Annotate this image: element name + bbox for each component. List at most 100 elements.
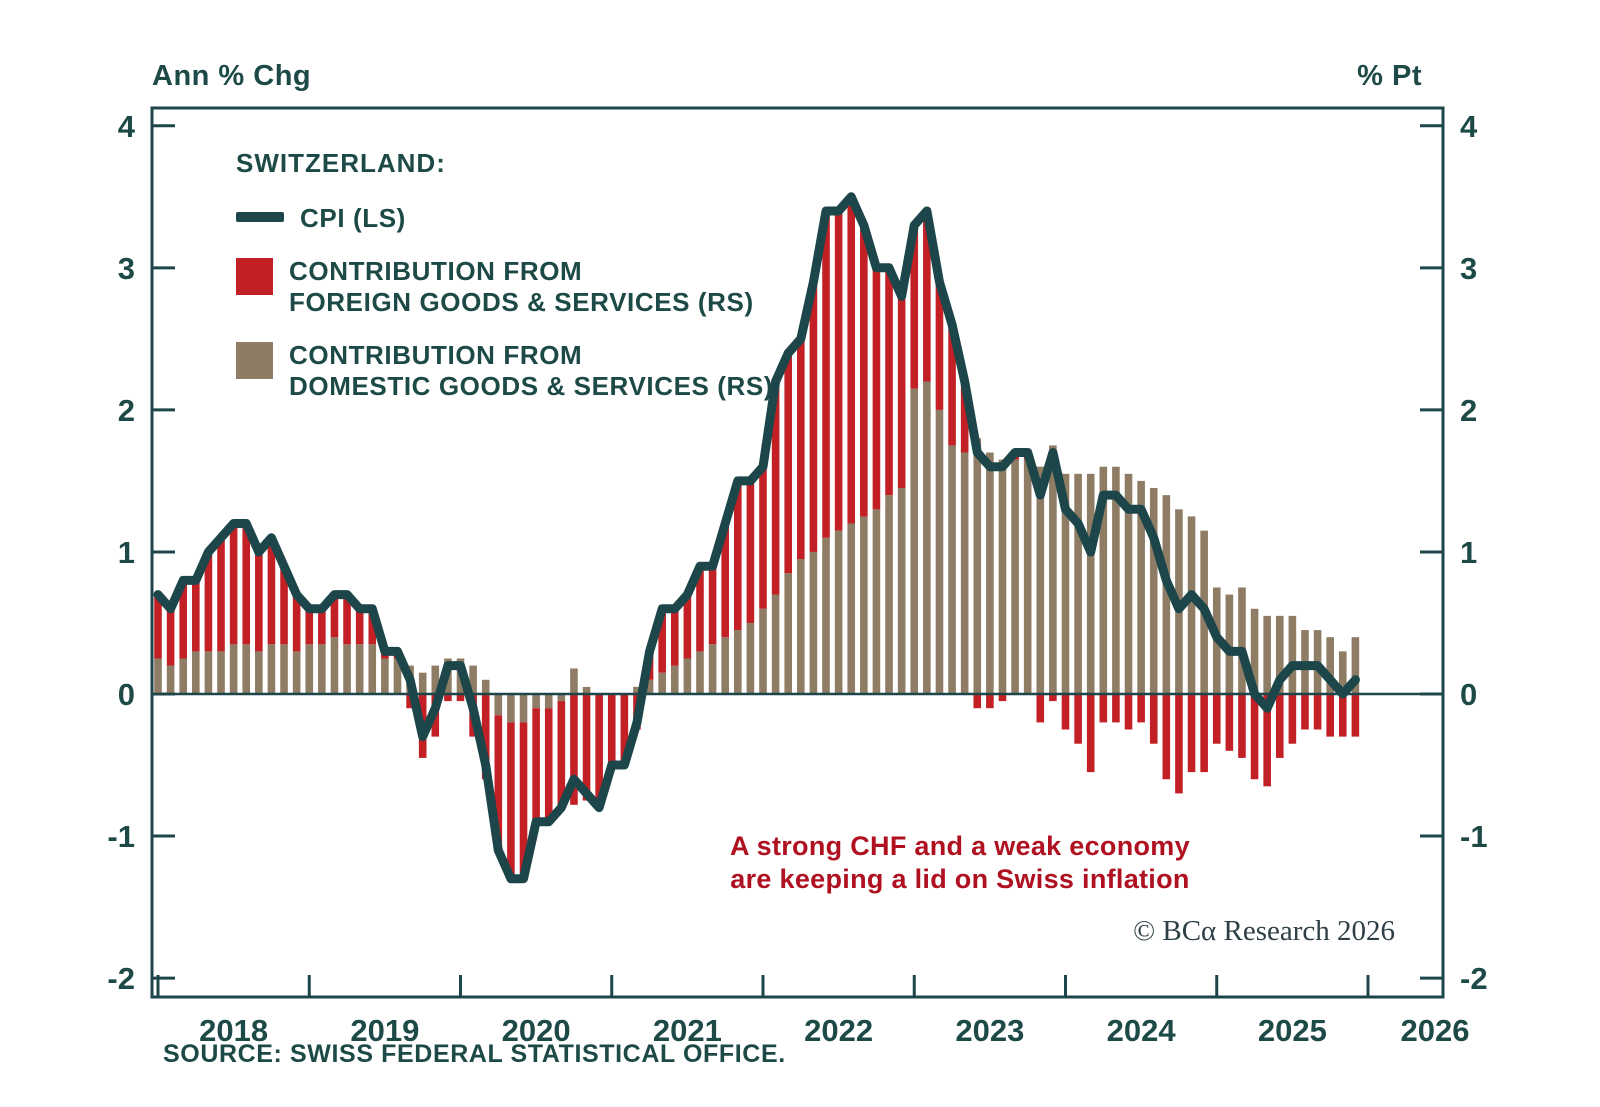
bar-foreign bbox=[1275, 694, 1284, 758]
bar-domestic bbox=[1036, 466, 1045, 694]
bar-domestic bbox=[1149, 488, 1158, 694]
bar-foreign bbox=[998, 694, 1007, 702]
bar-foreign bbox=[1061, 694, 1070, 730]
bar-foreign bbox=[797, 338, 805, 560]
bar-domestic bbox=[381, 658, 389, 694]
bar-domestic bbox=[746, 622, 755, 694]
bar-domestic bbox=[280, 644, 288, 694]
bar-foreign bbox=[507, 722, 515, 879]
legend-item-cpi: CPI (LS) bbox=[236, 203, 773, 234]
bar-foreign bbox=[860, 225, 868, 517]
left-tick-label: 2 bbox=[118, 393, 135, 428]
year-label: 2024 bbox=[1107, 1013, 1177, 1048]
bar-foreign bbox=[1225, 694, 1234, 751]
bar-foreign bbox=[1263, 694, 1271, 787]
bar-foreign bbox=[1049, 694, 1057, 702]
annotation-text: A strong CHF and a weak economy are keep… bbox=[730, 831, 1190, 894]
bar-foreign bbox=[670, 608, 679, 666]
bar-domestic bbox=[1099, 466, 1108, 694]
bar-domestic bbox=[658, 672, 666, 694]
bar-foreign bbox=[822, 211, 830, 538]
bar-domestic bbox=[1049, 445, 1057, 694]
bar-domestic bbox=[570, 668, 578, 694]
bar-domestic bbox=[154, 658, 162, 694]
bar-domestic bbox=[1112, 466, 1120, 694]
bar-foreign bbox=[582, 694, 591, 801]
bar-foreign bbox=[557, 701, 566, 808]
bar-foreign bbox=[1137, 694, 1145, 723]
bar-foreign bbox=[935, 282, 944, 410]
bar-domestic bbox=[847, 523, 856, 694]
bar-foreign bbox=[746, 480, 755, 623]
bar-domestic bbox=[292, 651, 301, 694]
bar-foreign bbox=[759, 466, 767, 609]
bar-foreign bbox=[658, 608, 666, 673]
legend-domestic-label: CONTRIBUTION FROM DOMESTIC GOODS & SERVI… bbox=[289, 340, 774, 401]
bar-domestic bbox=[923, 381, 931, 694]
legend-item-domestic: CONTRIBUTION FROM DOMESTIC GOODS & SERVI… bbox=[236, 340, 773, 402]
bar-foreign bbox=[1212, 694, 1221, 744]
bar-foreign bbox=[292, 594, 301, 652]
bar-foreign bbox=[1124, 694, 1133, 730]
right-tick-label: 2 bbox=[1460, 393, 1477, 428]
bar-foreign bbox=[973, 694, 982, 709]
bar-foreign bbox=[154, 594, 162, 659]
copyright-text: © BCα Research 2026 bbox=[1133, 915, 1395, 947]
bar-foreign bbox=[217, 537, 225, 652]
bar-domestic bbox=[973, 438, 982, 694]
bar-domestic bbox=[998, 459, 1007, 694]
year-label: 2021 bbox=[653, 1013, 722, 1048]
bar-domestic bbox=[948, 445, 956, 694]
bar-domestic bbox=[192, 651, 200, 694]
bar-domestic bbox=[343, 644, 351, 694]
bar-domestic bbox=[507, 694, 515, 723]
bar-domestic bbox=[784, 573, 793, 694]
bar-domestic bbox=[986, 452, 994, 694]
bar-domestic bbox=[721, 637, 729, 694]
right-axis-title: % Pt bbox=[1357, 60, 1422, 92]
bar-foreign bbox=[607, 694, 616, 766]
bar-domestic bbox=[217, 651, 225, 694]
bar-domestic bbox=[1288, 615, 1297, 694]
bar-domestic bbox=[1074, 473, 1082, 694]
bar-domestic bbox=[960, 452, 969, 694]
source-text: SOURCE: SWISS FEDERAL STATISTICAL OFFICE… bbox=[163, 1040, 786, 1068]
bar-foreign bbox=[1313, 694, 1322, 730]
bar-domestic bbox=[305, 644, 314, 694]
bar-foreign bbox=[847, 196, 856, 524]
bar-foreign bbox=[444, 694, 452, 702]
bar-domestic bbox=[645, 679, 654, 694]
bar-foreign bbox=[1036, 694, 1045, 723]
year-label: 2026 bbox=[1401, 1013, 1470, 1048]
right-tick-label: 1 bbox=[1460, 535, 1477, 570]
bar-foreign bbox=[595, 694, 603, 808]
bar-domestic bbox=[1238, 587, 1246, 694]
bar-foreign bbox=[368, 608, 377, 645]
bar-foreign bbox=[280, 566, 288, 645]
bar-foreign bbox=[330, 594, 339, 638]
bar-foreign bbox=[456, 694, 465, 702]
left-tick-label: 4 bbox=[118, 109, 136, 144]
bar-domestic bbox=[418, 672, 427, 694]
bar-domestic bbox=[1225, 594, 1234, 694]
bar-domestic bbox=[1351, 637, 1360, 694]
bar-domestic bbox=[330, 637, 339, 694]
bar-domestic bbox=[1162, 495, 1171, 694]
bar-domestic bbox=[834, 530, 843, 694]
bar-foreign bbox=[305, 608, 314, 645]
legend-foreign-label: CONTRIBUTION FROM FOREIGN GOODS & SERVIC… bbox=[289, 256, 754, 317]
bar-domestic bbox=[797, 559, 805, 694]
bar-foreign bbox=[204, 551, 213, 652]
bar-foreign bbox=[708, 566, 717, 645]
bar-domestic bbox=[860, 516, 868, 694]
bar-domestic bbox=[1137, 480, 1145, 694]
bar-domestic bbox=[179, 658, 188, 694]
left-axis-title: Ann % Chg bbox=[152, 60, 312, 92]
right-tick-label: -2 bbox=[1460, 961, 1488, 996]
bar-foreign bbox=[1338, 694, 1347, 737]
right-tick-label: 0 bbox=[1460, 677, 1477, 712]
bar-domestic bbox=[1338, 651, 1347, 694]
bar-foreign bbox=[733, 480, 742, 631]
